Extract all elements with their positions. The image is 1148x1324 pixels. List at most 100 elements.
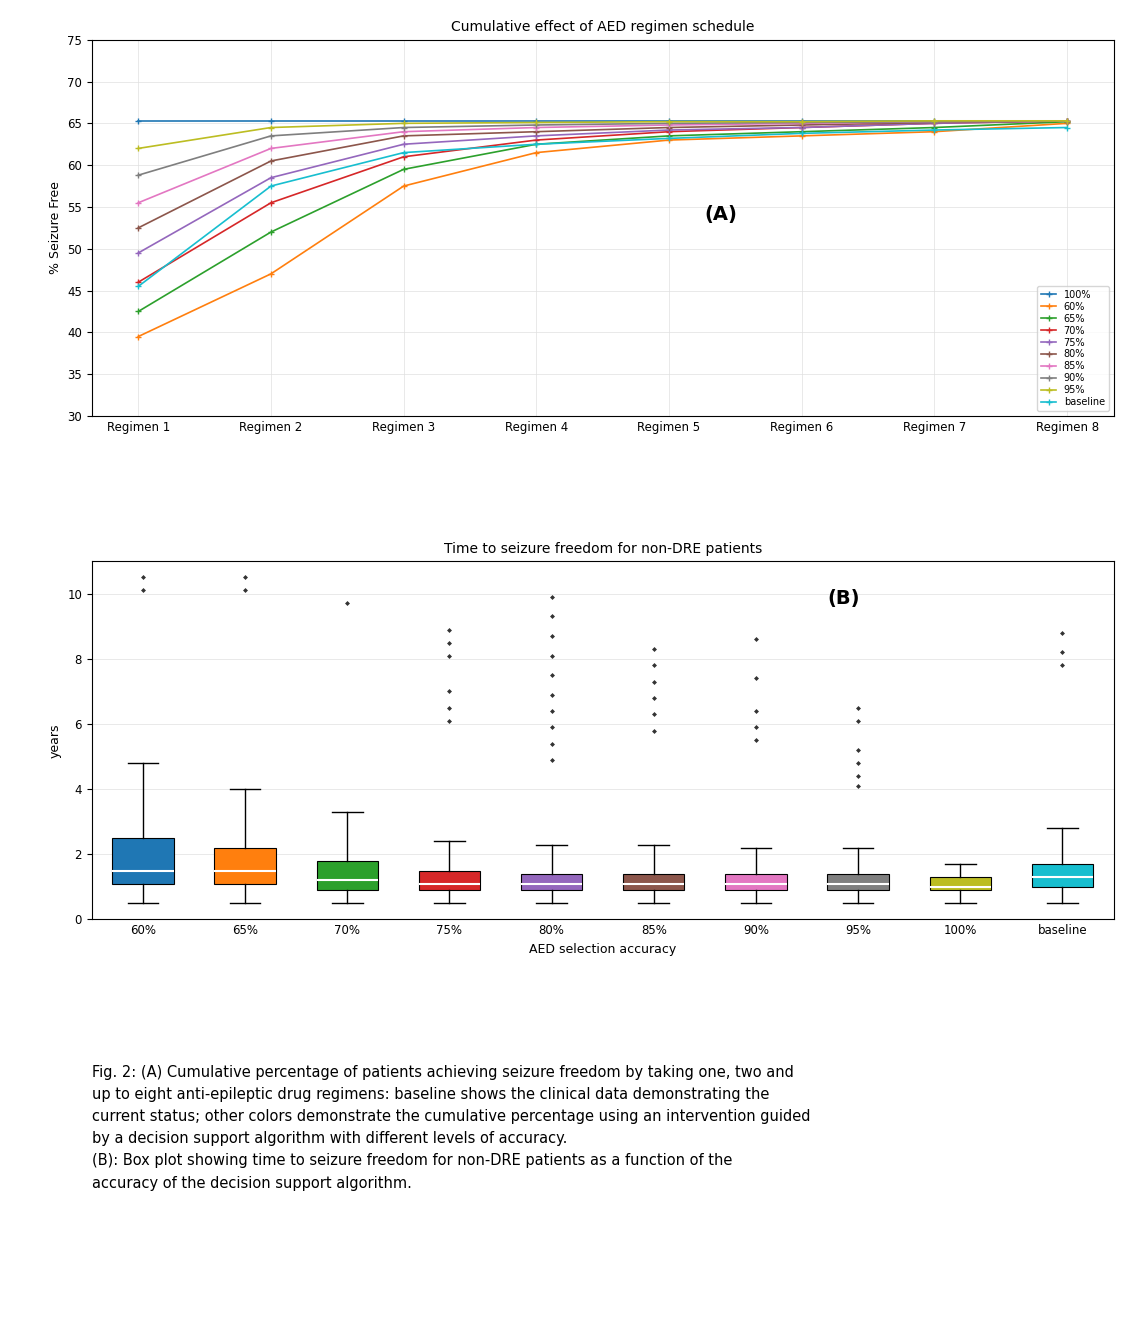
PathPatch shape [419, 871, 480, 890]
85% [662, 117, 676, 132]
75% [794, 119, 808, 135]
Line: 80%: 80% [135, 118, 1070, 230]
Title: Cumulative effect of AED regimen schedule: Cumulative effect of AED regimen schedul… [451, 20, 754, 34]
Title: Time to seizure freedom for non-DRE patients: Time to seizure freedom for non-DRE pati… [443, 542, 762, 556]
75% [397, 136, 411, 152]
100% [529, 113, 543, 128]
80% [928, 115, 941, 131]
95% [397, 115, 411, 131]
70% [529, 132, 543, 148]
100% [1061, 113, 1075, 128]
95% [928, 113, 941, 128]
70% [1061, 113, 1075, 128]
75% [928, 115, 941, 131]
65% [794, 123, 808, 139]
60% [662, 132, 676, 148]
90% [1061, 113, 1075, 128]
70% [131, 274, 145, 290]
Text: Fig. 2: (A) Cumulative percentage of patients achieving seizure freedom by takin: Fig. 2: (A) Cumulative percentage of pat… [92, 1064, 810, 1190]
baseline [264, 179, 278, 195]
80% [662, 119, 676, 135]
80% [794, 117, 808, 132]
60% [264, 266, 278, 282]
Line: 65%: 65% [135, 119, 1070, 314]
75% [662, 122, 676, 138]
Text: (B): (B) [828, 589, 860, 608]
85% [397, 123, 411, 139]
100% [131, 113, 145, 128]
90% [529, 117, 543, 132]
60% [794, 128, 808, 144]
80% [529, 123, 543, 139]
60% [397, 179, 411, 195]
PathPatch shape [521, 874, 582, 890]
70% [662, 123, 676, 139]
95% [529, 115, 543, 131]
PathPatch shape [317, 861, 378, 890]
PathPatch shape [1032, 865, 1093, 887]
baseline [1061, 119, 1075, 135]
85% [1061, 113, 1075, 128]
80% [131, 220, 145, 236]
70% [928, 115, 941, 131]
baseline [662, 131, 676, 147]
90% [794, 115, 808, 131]
Line: 70%: 70% [135, 118, 1070, 285]
PathPatch shape [215, 847, 276, 883]
PathPatch shape [113, 838, 173, 883]
85% [264, 140, 278, 156]
Legend: 100%, 60%, 65%, 70%, 75%, 80%, 85%, 90%, 95%, baseline: 100%, 60%, 65%, 70%, 75%, 80%, 85%, 90%,… [1038, 286, 1109, 412]
baseline [397, 144, 411, 160]
Text: (A): (A) [705, 205, 738, 224]
baseline [794, 126, 808, 142]
90% [662, 115, 676, 131]
Y-axis label: % Seizure Free: % Seizure Free [48, 181, 62, 274]
60% [928, 123, 941, 139]
Line: 75%: 75% [135, 118, 1070, 256]
90% [131, 167, 145, 183]
100% [662, 113, 676, 128]
Line: 90%: 90% [135, 118, 1070, 177]
95% [264, 119, 278, 135]
PathPatch shape [828, 874, 889, 890]
60% [529, 144, 543, 160]
Line: 60%: 60% [135, 120, 1070, 339]
Line: baseline: baseline [135, 124, 1070, 289]
baseline [928, 122, 941, 138]
85% [794, 115, 808, 131]
PathPatch shape [930, 876, 991, 890]
95% [662, 114, 676, 130]
85% [529, 119, 543, 135]
X-axis label: AED selection accuracy: AED selection accuracy [529, 943, 676, 956]
Line: 85%: 85% [135, 118, 1070, 205]
60% [131, 328, 145, 344]
95% [1061, 113, 1075, 128]
100% [397, 113, 411, 128]
65% [397, 162, 411, 177]
65% [529, 136, 543, 152]
75% [131, 245, 145, 261]
95% [131, 140, 145, 156]
Line: 100%: 100% [135, 118, 1070, 123]
80% [264, 154, 278, 169]
100% [928, 113, 941, 128]
65% [928, 119, 941, 135]
65% [662, 128, 676, 144]
65% [264, 224, 278, 240]
70% [264, 195, 278, 211]
100% [264, 113, 278, 128]
80% [1061, 113, 1075, 128]
100% [794, 113, 808, 128]
PathPatch shape [623, 874, 684, 890]
baseline [131, 278, 145, 294]
95% [794, 114, 808, 130]
Line: 95%: 95% [135, 118, 1070, 151]
90% [928, 114, 941, 130]
70% [397, 148, 411, 164]
75% [529, 128, 543, 144]
75% [264, 169, 278, 185]
90% [397, 119, 411, 135]
PathPatch shape [726, 874, 786, 890]
85% [131, 195, 145, 211]
60% [1061, 115, 1075, 131]
